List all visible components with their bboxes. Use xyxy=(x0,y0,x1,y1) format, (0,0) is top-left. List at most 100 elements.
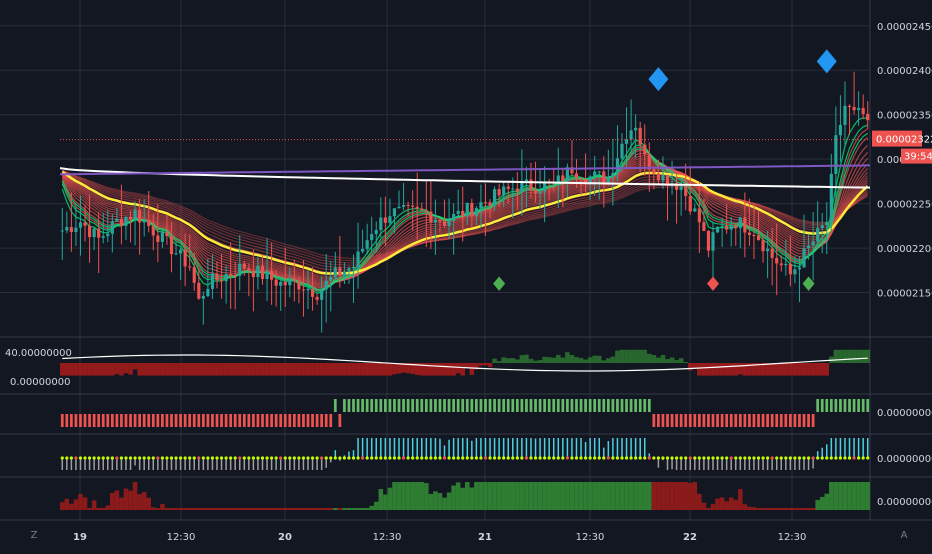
candle-body xyxy=(820,225,824,229)
pane3-trend-block xyxy=(475,399,478,412)
pane3-trend-block xyxy=(252,414,255,427)
pane2-hist-bar xyxy=(60,363,65,376)
pane4-dot xyxy=(310,456,315,460)
pane3-trend-block xyxy=(697,414,701,427)
pane5-area-bar xyxy=(278,508,283,510)
pane5-area-bar xyxy=(424,483,429,510)
candle-body xyxy=(615,158,620,174)
pane5-area-bar xyxy=(838,482,843,510)
auto-scale-button[interactable]: A xyxy=(900,530,908,541)
pane2-hist-bar xyxy=(615,350,620,363)
candle-body xyxy=(151,226,155,236)
pane3-trend-block xyxy=(302,414,305,427)
pane4-dot xyxy=(693,456,697,460)
pane5-area-bar xyxy=(210,508,215,510)
pane4-dot xyxy=(492,456,497,460)
candle-body xyxy=(675,182,679,190)
pane5-area-bar xyxy=(396,482,402,510)
pane4-dot xyxy=(583,456,588,460)
pane5-area-bar xyxy=(647,482,652,510)
pane2-hist-bar xyxy=(747,363,752,376)
pane4-dot xyxy=(502,456,506,460)
ribbon-line xyxy=(61,167,869,279)
pane4-dot xyxy=(92,456,96,460)
pane4-dot xyxy=(784,456,788,460)
pane5-area-bar xyxy=(333,508,338,510)
pane4-dot xyxy=(142,456,146,460)
pane2-hist-bar xyxy=(392,363,397,375)
pane4-dot xyxy=(670,456,674,460)
pane3-trend-block xyxy=(725,414,729,427)
candle-body xyxy=(565,167,569,182)
pane2-hist-bar xyxy=(788,363,793,376)
candle-body xyxy=(219,280,224,282)
pane5-area-bar xyxy=(451,485,456,510)
pane3-trend-block xyxy=(629,399,633,412)
candle-body xyxy=(734,225,738,229)
pane4-dot xyxy=(461,456,465,460)
pane3-trend-block xyxy=(292,414,296,427)
candle-body xyxy=(738,217,742,229)
pane2-hist-bar xyxy=(619,349,625,363)
pane2-hist-bar xyxy=(587,357,593,363)
pane5-area-bar xyxy=(310,508,315,510)
pane5-area-bar xyxy=(847,482,852,510)
pane4-dot xyxy=(456,456,460,460)
candle-body xyxy=(178,249,183,254)
pane5-area-bar xyxy=(747,506,752,510)
candle-body xyxy=(197,282,201,299)
pane3-trend-block xyxy=(811,414,815,427)
pane2-hist-bar xyxy=(78,363,83,376)
candle-body xyxy=(128,216,133,219)
pane4-dot xyxy=(156,456,160,460)
pane5-area-bar xyxy=(269,508,274,510)
candle-body xyxy=(224,274,228,282)
pane3-trend-block xyxy=(411,399,415,412)
pane2-hist-bar xyxy=(710,363,716,376)
candle-body xyxy=(857,108,861,111)
time-axis-reset-button[interactable]: Z xyxy=(30,530,38,541)
pane4-dot xyxy=(511,456,515,460)
pane4-dot xyxy=(533,456,538,460)
pane3-trend-block xyxy=(361,399,364,412)
candle-body xyxy=(242,263,246,269)
pane3-trend-block xyxy=(538,399,542,412)
pane3-trend-block xyxy=(406,399,410,412)
pane2-hist-bar xyxy=(264,363,270,376)
pane4-dot xyxy=(538,456,542,460)
pane3-trend-block xyxy=(793,414,797,427)
pane4-dot xyxy=(224,456,228,460)
pane2-hist-bar xyxy=(128,363,133,375)
pane5-area-bar xyxy=(437,493,443,510)
candle-body xyxy=(583,179,588,183)
pane2-hist-bar xyxy=(151,363,156,376)
pane2-hist-bar xyxy=(310,363,315,376)
pane2-hist-bar xyxy=(660,354,666,363)
pane3-trend-block xyxy=(479,399,483,412)
pane2-hist-bar xyxy=(569,355,575,363)
pane5-area-bar xyxy=(110,492,115,510)
countdown-tag xyxy=(901,148,932,164)
red-diamond-signal xyxy=(707,276,720,291)
pane2-hist-bar xyxy=(446,363,452,376)
candle-body xyxy=(520,181,524,192)
pane3-trend-block xyxy=(556,399,560,412)
candle-body xyxy=(661,174,665,181)
pane3-trend-block xyxy=(775,414,779,427)
pane2-hist-bar xyxy=(196,363,202,376)
pane4-dot xyxy=(383,456,387,460)
pane4-dot xyxy=(643,456,647,460)
pane4-dot xyxy=(147,456,151,460)
candle-body xyxy=(260,265,265,279)
pane2-hist-bar xyxy=(687,363,693,371)
pane3-trend-block xyxy=(110,414,114,427)
candle-body xyxy=(802,248,806,268)
pane3-trend-block xyxy=(552,399,556,412)
pane3-trend-block xyxy=(388,399,392,412)
pane4-dot xyxy=(342,456,347,460)
pane5-area-bar xyxy=(669,482,675,510)
pane3-trend-block xyxy=(115,414,119,427)
candle-body xyxy=(315,296,319,300)
pane4-dot xyxy=(811,456,815,460)
